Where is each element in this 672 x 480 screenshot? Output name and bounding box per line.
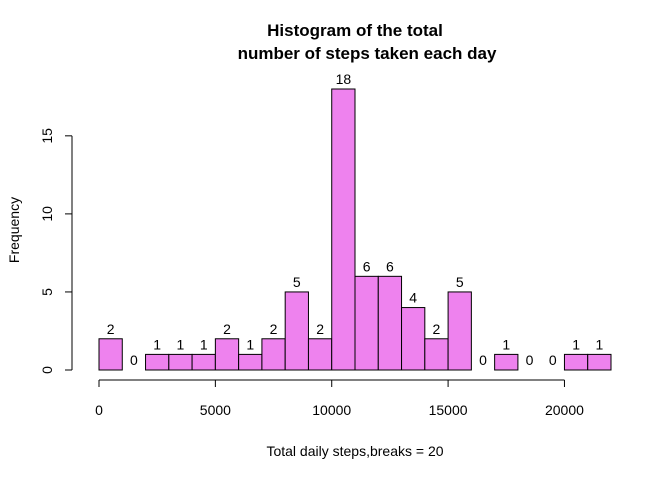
bar-data-label: 2 [433,321,441,337]
histogram-bar [424,338,449,371]
bar-data-label: 0 [549,352,557,368]
bar-data-label: 4 [409,290,417,306]
histogram-bar [401,307,426,371]
bar-data-label: 0 [479,352,487,368]
chart-title-line-2: number of steps taken each day [238,44,497,63]
bar-data-label: 5 [456,274,464,290]
bar-data-label: 6 [386,258,394,274]
histogram-bar [238,353,263,371]
y-axis-label: Frequency [6,197,22,263]
x-axis-label: Total daily steps,breaks = 20 [266,443,443,459]
bar-data-label: 1 [153,336,161,352]
histogram-bar [377,275,403,371]
bar-data-label: 1 [246,336,254,352]
histogram-bar [284,291,309,371]
histogram-bar [261,338,286,371]
histogram-bar [331,88,356,371]
histogram-bar [587,353,612,371]
bar-data-label: 5 [293,274,301,290]
bar-data-label: 2 [107,321,115,337]
bar-data-label: 6 [363,258,371,274]
bar-data-label: 1 [595,336,603,352]
histogram-bar [214,338,240,371]
y-tick-label: 5 [39,288,55,296]
bar-data-label: 1 [177,336,185,352]
bar-data-label: 1 [572,336,580,352]
bars-group [98,88,612,371]
x-tick-label: 10000 [312,402,351,418]
x-tick-label: 20000 [545,402,584,418]
histogram-bar [354,275,379,371]
histogram-bar [98,338,123,371]
histogram-bar [494,353,519,371]
bar-data-label: 18 [336,71,352,87]
bar-data-label: 2 [270,321,278,337]
bar-data-label: 1 [502,336,510,352]
chart-title-line-1: Histogram of the total [267,21,443,40]
x-tick-label: 15000 [429,402,468,418]
histogram-bar [307,338,333,371]
bar-data-label: 0 [130,352,138,368]
x-tick-label: 0 [95,402,103,418]
histogram-bar [563,353,589,371]
histogram-bar [168,353,193,371]
x-axis: 0 5000 10000 15000 20000 [95,379,584,418]
bar-data-label: 2 [223,321,231,337]
bar-data-label: 1 [200,336,208,352]
histogram-bar [447,291,472,371]
y-axis: 0 5 10 15 [39,128,73,374]
bar-data-label: 0 [526,352,534,368]
y-tick-label: 15 [39,128,55,144]
bar-data-label: 2 [316,321,324,337]
histogram-bar [145,353,170,371]
histogram-bar [191,353,216,371]
x-tick-label: 5000 [200,402,231,418]
y-tick-label: 0 [39,366,55,374]
y-tick-label: 10 [39,206,55,222]
